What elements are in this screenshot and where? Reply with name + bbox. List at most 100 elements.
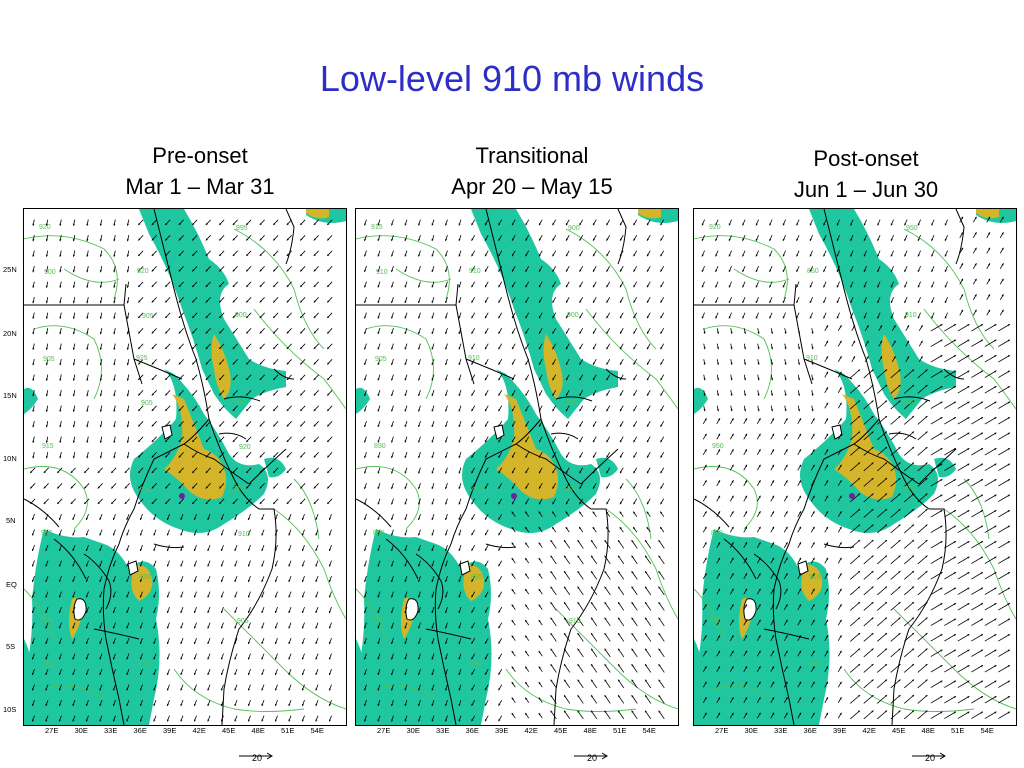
wind-vector [890,632,901,642]
wind-vector-head [32,285,35,288]
wind-vector-head [207,517,210,520]
wind-vector-head [301,657,304,660]
wind-vector-head [165,331,168,334]
wind-vector-head [940,401,943,404]
wind-vector-head [327,269,330,272]
wind-vector [944,354,957,363]
wind-vector-head [604,695,607,698]
wind-vector-head [139,517,142,520]
wind-vector-head [839,573,842,576]
wind-vector-head [364,471,367,474]
wind-vector-head [911,710,914,713]
wind-vector-head [246,300,249,303]
wind-vector [863,493,874,503]
wind-vector-head [113,394,116,397]
wind-vector-head [812,681,815,684]
wind-vector-head [418,378,421,381]
country-boundary [221,508,277,725]
wind-vector-head [871,695,874,698]
wind-vector-head [99,332,102,335]
wind-vector-head [980,603,983,606]
wind-vector-head [525,424,528,427]
wind-vector-head [552,378,555,381]
wind-vector-head [232,408,235,411]
wind-vector-head [377,409,380,412]
contour-label: 910 [806,355,818,362]
wind-vector-head [645,571,648,574]
wind-vector [917,694,928,704]
wind-vector-head [180,517,183,520]
wind-vector-head [620,378,622,381]
wind-vector-head [59,223,62,226]
wind-vector-head [890,254,893,257]
wind-vector-head [498,471,501,474]
terrain-900mb-region [24,387,38,414]
contour-label: 900 [235,312,247,319]
wind-vector [863,632,874,642]
wind-vector [903,694,915,704]
wind-vector-head [552,347,555,350]
wind-vector-head [826,604,828,607]
wind-vector-head [755,254,758,257]
wind-vector-head [799,480,801,483]
wind-vector-head [884,664,887,667]
wind-vector-head [633,316,636,319]
wind-vector-head [980,696,983,699]
wind-vector-head [925,664,928,667]
terrain-900mb-region [694,639,703,699]
wind-vector-head [232,424,235,427]
wind-vector-head [539,440,541,443]
wind-vector-head [525,362,528,365]
lon-label: 51E [613,726,627,735]
wind-vector-head [857,416,860,419]
wind-vector [890,570,901,580]
wind-vector-head [99,610,102,613]
wind-vector [849,710,861,720]
wind-vector-head [220,610,223,613]
country-boundary [550,432,579,440]
wind-vector [903,570,915,580]
wind-vector-head [931,238,934,241]
wind-vector-head [718,418,720,421]
wind-vector-head [925,447,928,450]
wind-vector-head [633,378,636,381]
wind-vector-head [445,626,448,629]
wind-vector-head [498,440,501,443]
wind-vector-head [796,300,799,303]
wind-vector-head [784,331,787,334]
wind-vector [849,601,861,611]
wind-vector-head [863,254,866,257]
wind-vector-head [967,634,970,637]
wind-vector-head [782,285,785,288]
wind-vector-head [898,447,901,450]
country-boundary [891,508,947,725]
wind-vector-head [138,501,141,504]
wind-vector-head [799,418,801,421]
wind-vector-head [274,610,277,613]
wind-vector-head [785,480,788,483]
wind-vector-head [967,339,970,342]
wind-vector-head [165,501,168,504]
wind-vector-head [139,703,142,706]
wind-vector-head [772,511,774,514]
wind-vector-head [85,626,88,629]
wind-vector-head [301,703,304,706]
wind-vector-head [274,548,277,551]
wind-vector-head [180,641,183,644]
wind-vector-head [391,517,394,520]
wind-vector-head [758,557,761,560]
wind-vector-head [30,486,33,489]
wind-vector-head [512,285,514,288]
terrain-layer [356,209,678,725]
wind-vector-head [884,540,887,543]
wind-vector-head [728,254,731,257]
wind-vector-head [458,595,461,598]
wind-vector-head [826,681,828,684]
country-boundary [285,209,295,265]
wind-vector [998,571,1011,580]
wind-vector-head [718,433,720,436]
wind-vector-head [205,346,208,349]
wind-vector-head [994,386,997,389]
wind-vector-head [219,501,222,504]
wind-vector-head [138,362,141,365]
